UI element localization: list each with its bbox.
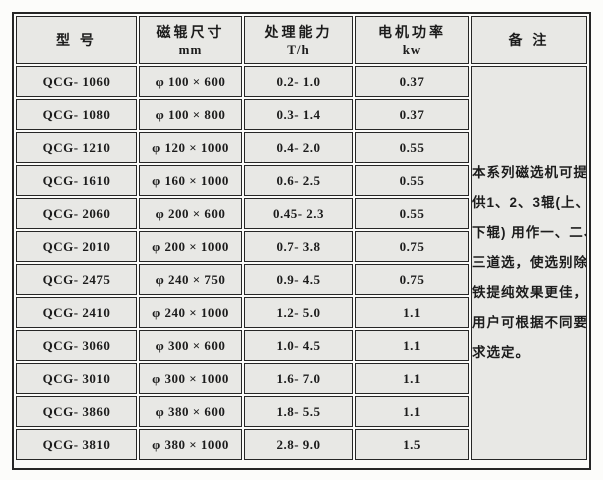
capacity-cell: 1.6- 7.0 bbox=[244, 363, 353, 394]
model-cell: QCG- 1060 bbox=[16, 66, 137, 97]
model-cell: QCG- 3860 bbox=[16, 396, 137, 427]
table-row: QCG- 3010 φ 300 × 1000 1.6- 7.0 1.1 bbox=[16, 363, 587, 394]
power-cell: 1.1 bbox=[355, 297, 469, 328]
size-cell: φ 200 × 600 bbox=[139, 198, 242, 229]
power-cell: 0.37 bbox=[355, 99, 469, 130]
spec-table: 型 号 磁辊尺寸 mm 处理能力 T/h 电机功率 kw 备 注 bbox=[14, 14, 589, 462]
header-row: 型 号 磁辊尺寸 mm 处理能力 T/h 电机功率 kw 备 注 bbox=[16, 16, 587, 64]
table-row: QCG- 2475 φ 240 × 750 0.9- 4.5 0.75 bbox=[16, 264, 587, 295]
power-cell: 1.5 bbox=[355, 429, 469, 460]
capacity-cell: 0.6- 2.5 bbox=[244, 165, 353, 196]
table-row: QCG- 3860 φ 380 × 600 1.8- 5.5 1.1 bbox=[16, 396, 587, 427]
model-cell: QCG- 3810 bbox=[16, 429, 137, 460]
col-header-remark: 备 注 bbox=[471, 16, 587, 64]
remark-line: 本系列磁选机可提 bbox=[472, 165, 587, 180]
table-row: QCG- 2010 φ 200 × 1000 0.7- 3.8 0.75 bbox=[16, 231, 587, 262]
col-header-power-unit: kw bbox=[402, 42, 422, 57]
col-header-remark-label: 备 注 bbox=[508, 32, 550, 48]
size-cell: φ 160 × 1000 bbox=[139, 165, 242, 196]
remark-line: 三道选，使选别除 bbox=[472, 255, 587, 270]
size-cell: φ 240 × 1000 bbox=[139, 297, 242, 328]
capacity-cell: 2.8- 9.0 bbox=[244, 429, 353, 460]
table-frame: 型 号 磁辊尺寸 mm 处理能力 T/h 电机功率 kw 备 注 bbox=[12, 12, 591, 470]
model-cell: QCG- 3060 bbox=[16, 330, 137, 361]
remark-line: 铁提纯效果更佳， bbox=[472, 285, 587, 300]
col-header-model-label: 型 号 bbox=[56, 32, 97, 48]
capacity-cell: 1.0- 4.5 bbox=[244, 330, 353, 361]
model-cell: QCG- 2475 bbox=[16, 264, 137, 295]
power-cell: 0.55 bbox=[355, 132, 469, 163]
power-cell: 0.55 bbox=[355, 198, 469, 229]
col-header-size-unit: mm bbox=[178, 42, 203, 57]
capacity-cell: 0.3- 1.4 bbox=[244, 99, 353, 130]
power-cell: 1.1 bbox=[355, 330, 469, 361]
table-row: QCG- 1610 φ 160 × 1000 0.6- 2.5 0.55 bbox=[16, 165, 587, 196]
remarks-cell: 本系列磁选机可提 供1、2、3辊(上、中、 下辊) 用作一、二、 三道选，使选别… bbox=[471, 66, 587, 460]
table-row: QCG- 1210 φ 120 × 1000 0.4- 2.0 0.55 bbox=[16, 132, 587, 163]
model-cell: QCG- 1080 bbox=[16, 99, 137, 130]
remark-line: 用户可根据不同要 bbox=[472, 315, 587, 330]
size-cell: φ 380 × 600 bbox=[139, 396, 242, 427]
remark-line: 供1、2、3辊(上、中、 bbox=[472, 195, 586, 210]
power-cell: 1.1 bbox=[355, 363, 469, 394]
power-cell: 0.75 bbox=[355, 264, 469, 295]
col-header-size-label: 磁辊尺寸 bbox=[156, 24, 225, 40]
capacity-cell: 0.45- 2.3 bbox=[244, 198, 353, 229]
remark-line: 求选定。 bbox=[472, 345, 530, 360]
capacity-cell: 1.2- 5.0 bbox=[244, 297, 353, 328]
table-row: QCG- 1060 φ 100 × 600 0.2- 1.0 0.37 本系列磁… bbox=[16, 66, 587, 460]
model-cell: QCG- 1610 bbox=[16, 165, 137, 196]
size-cell: φ 200 × 1000 bbox=[139, 231, 242, 262]
power-cell: 0.37 bbox=[355, 66, 469, 97]
capacity-cell: 1.8- 5.5 bbox=[244, 396, 353, 427]
capacity-cell: 0.2- 1.0 bbox=[244, 66, 353, 97]
power-cell: 1.1 bbox=[355, 396, 469, 427]
col-header-capacity: 处理能力 T/h bbox=[244, 16, 353, 64]
model-cell: QCG- 3010 bbox=[16, 363, 137, 394]
capacity-cell: 0.9- 4.5 bbox=[244, 264, 353, 295]
col-header-power: 电机功率 kw bbox=[355, 16, 469, 64]
col-header-capacity-unit: T/h bbox=[287, 42, 310, 57]
power-cell: 0.55 bbox=[355, 165, 469, 196]
remark-line: 下辊) 用作一、二、 bbox=[472, 225, 587, 240]
col-header-capacity-label: 处理能力 bbox=[264, 24, 333, 40]
table-row: QCG- 3810 φ 380 × 1000 2.8- 9.0 1.5 bbox=[16, 429, 587, 460]
table-row: QCG- 1080 φ 100 × 800 0.3- 1.4 0.37 bbox=[16, 99, 587, 130]
model-cell: QCG- 2060 bbox=[16, 198, 137, 229]
model-cell: QCG- 2410 bbox=[16, 297, 137, 328]
capacity-cell: 0.7- 3.8 bbox=[244, 231, 353, 262]
model-cell: QCG- 1210 bbox=[16, 132, 137, 163]
size-cell: φ 380 × 1000 bbox=[139, 429, 242, 460]
size-cell: φ 300 × 1000 bbox=[139, 363, 242, 394]
col-header-size: 磁辊尺寸 mm bbox=[139, 16, 242, 64]
size-cell: φ 240 × 750 bbox=[139, 264, 242, 295]
size-cell: φ 100 × 800 bbox=[139, 99, 242, 130]
power-cell: 0.75 bbox=[355, 231, 469, 262]
col-header-model: 型 号 bbox=[16, 16, 137, 64]
size-cell: φ 300 × 600 bbox=[139, 330, 242, 361]
capacity-cell: 0.4- 2.0 bbox=[244, 132, 353, 163]
table-row: QCG- 2060 φ 200 × 600 0.45- 2.3 0.55 bbox=[16, 198, 587, 229]
model-cell: QCG- 2010 bbox=[16, 231, 137, 262]
size-cell: φ 100 × 600 bbox=[139, 66, 242, 97]
size-cell: φ 120 × 1000 bbox=[139, 132, 242, 163]
table-row: QCG- 2410 φ 240 × 1000 1.2- 5.0 1.1 bbox=[16, 297, 587, 328]
table-row: QCG- 3060 φ 300 × 600 1.0- 4.5 1.1 bbox=[16, 330, 587, 361]
col-header-power-label: 电机功率 bbox=[378, 24, 446, 40]
